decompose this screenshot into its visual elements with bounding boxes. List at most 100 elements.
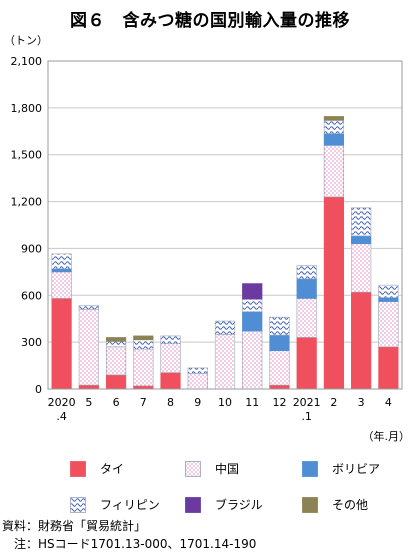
bar-segment xyxy=(269,334,290,352)
y-tick-label: 1,200 xyxy=(11,196,43,209)
x-tick-label: 8 xyxy=(167,396,174,409)
x-tick-label: 7 xyxy=(140,396,147,409)
bar-segment xyxy=(296,298,317,338)
bar-segment xyxy=(351,243,372,293)
plot-frame xyxy=(47,60,403,390)
y-axis-label: （トン） xyxy=(4,34,48,47)
y-tick-label: 900 xyxy=(21,242,42,255)
bar-segment xyxy=(214,334,236,390)
bar-segment xyxy=(242,298,263,312)
bar-segment xyxy=(351,291,372,390)
bar-segment xyxy=(242,311,263,332)
legend-item: その他 xyxy=(302,496,368,513)
x-tick-label: 2 xyxy=(330,396,337,409)
legend-label: タイ xyxy=(100,462,125,476)
bar-segment xyxy=(378,346,399,390)
x-tick-label: 12 xyxy=(272,396,286,409)
bar-segment xyxy=(323,116,345,121)
legend-label: ボリビア xyxy=(332,462,381,476)
legend-item: ブラジル xyxy=(185,496,263,513)
bar-segment xyxy=(160,343,181,373)
bar-segment xyxy=(378,284,399,298)
legend-swatch-fill xyxy=(70,460,86,477)
bar-segment xyxy=(242,330,263,390)
bar-segment xyxy=(378,301,399,348)
bar-segment xyxy=(51,268,72,273)
legend-label: フィリピン xyxy=(100,498,160,512)
x-axis-label: （年.月） xyxy=(363,429,411,443)
bar-segment xyxy=(51,298,72,390)
bar-segment xyxy=(323,145,345,198)
x-tick-label: 5 xyxy=(85,396,92,409)
footnote: 注：HSコード1701.13-000、1701.14-190 xyxy=(14,537,257,551)
bar-segment xyxy=(133,348,154,387)
x-tick-label: 9 xyxy=(194,396,201,409)
x-tick-label: 11 xyxy=(245,396,259,409)
legend-swatch-fill xyxy=(185,460,201,477)
bar-segment xyxy=(78,309,99,386)
bar-segment xyxy=(133,339,154,350)
y-tick-label: 0 xyxy=(35,383,42,396)
x-tick-label: 6 xyxy=(113,396,120,409)
bar-segment xyxy=(323,120,345,134)
legend-swatch-fill xyxy=(302,460,318,477)
legend-swatch xyxy=(70,496,86,513)
bar-segment xyxy=(105,346,127,376)
source-note: 資料：財務省「貿易統計」 xyxy=(2,519,147,533)
legend: タイ 中国 ボリビアフィリピン ブラジル その他 xyxy=(0,452,420,520)
x-tick-label: 3 xyxy=(358,396,365,409)
x-tick-label: .1 xyxy=(301,410,312,423)
y-tick-label: 1,500 xyxy=(11,149,43,162)
chart-title: 図６ 含みつ糖の国別輸入量の推移 xyxy=(70,11,350,31)
bar-segment xyxy=(78,384,99,390)
y-tick-label: 1,800 xyxy=(11,102,43,115)
bar-segment xyxy=(187,367,208,374)
legend-swatch xyxy=(302,460,318,477)
bar-segment xyxy=(296,278,317,299)
bar-segment xyxy=(187,373,208,390)
bar-segment xyxy=(378,297,399,302)
legend-swatch xyxy=(70,460,86,477)
bar-segment xyxy=(269,384,290,390)
bar-segment xyxy=(269,316,290,336)
legend-label: その他 xyxy=(332,498,369,512)
legend-swatch xyxy=(302,496,318,513)
bar-segment xyxy=(133,335,154,341)
x-tick-label: 2020 xyxy=(48,396,76,409)
bar-segment xyxy=(323,196,345,390)
bar-segment xyxy=(105,337,127,342)
bar-segment xyxy=(323,133,345,146)
legend-item: ボリビア xyxy=(302,460,380,477)
bar-segment xyxy=(269,350,290,386)
bar-segment xyxy=(351,207,372,237)
bar-segment xyxy=(51,271,72,299)
legend-swatch-fill xyxy=(302,496,318,513)
bar-segment xyxy=(105,341,127,348)
bar-segment xyxy=(296,337,317,390)
stacked-bar-chart: 0 300 600 900 1,200 1,500 1,800 2,100 2020.4 5 6 7 8… xyxy=(4,34,411,443)
legend-swatch-fill xyxy=(185,496,201,513)
legend-item: フィリピン xyxy=(70,496,160,513)
y-tick-label: 2,100 xyxy=(11,55,43,68)
legend-item: 中国 xyxy=(185,460,239,477)
legend-item: タイ xyxy=(70,460,124,477)
legend-label: 中国 xyxy=(215,462,240,476)
bar-segment xyxy=(351,235,372,245)
x-tick-label: 2021 xyxy=(293,396,321,409)
bar-segment xyxy=(242,283,263,300)
bar-segment xyxy=(214,320,236,335)
bar-segment xyxy=(105,374,127,390)
legend-label: ブラジル xyxy=(215,498,263,512)
x-tick-label: .4 xyxy=(56,410,67,423)
bar-segment xyxy=(160,372,181,390)
legend-swatch-fill xyxy=(70,496,86,513)
y-tick-label: 600 xyxy=(21,289,42,302)
y-tick-label: 300 xyxy=(21,336,42,349)
x-tick-label: 4 xyxy=(385,396,392,409)
legend-swatch xyxy=(185,460,201,477)
bar-segment xyxy=(51,253,72,270)
bar-segment xyxy=(160,335,181,345)
legend-swatch xyxy=(185,496,201,513)
notes: 資料：財務省「貿易統計」 注：HSコード1701.13-000、1701.14-… xyxy=(2,517,256,553)
bar-segment xyxy=(78,305,99,310)
